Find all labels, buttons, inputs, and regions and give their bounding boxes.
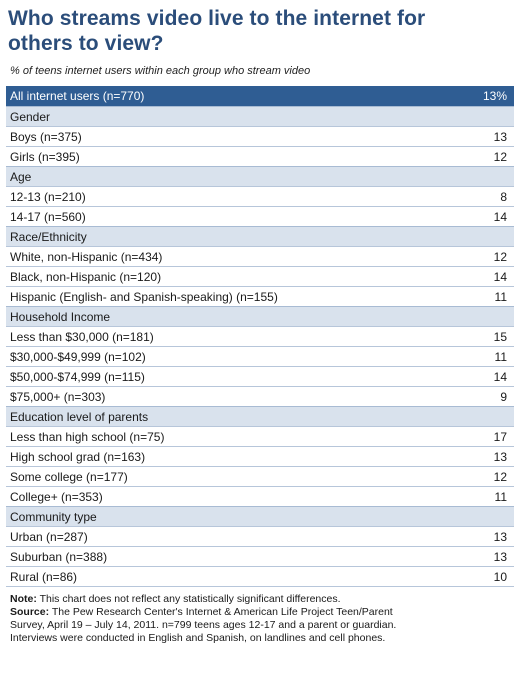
row-label: Girls (n=395)	[10, 149, 80, 164]
row-label: Boys (n=375)	[10, 129, 82, 144]
row-value: 12	[493, 149, 507, 164]
group-header-row: Household Income	[6, 306, 514, 326]
row-label: 14-17 (n=560)	[10, 209, 86, 224]
chart-title: Who streams video live to the internet f…	[8, 6, 514, 56]
table-row: Some college (n=177) 12	[6, 466, 514, 486]
row-value: 13	[493, 549, 507, 564]
table-row: Urban (n=287) 13	[6, 526, 514, 546]
total-row: All internet users (n=770) 13%	[6, 86, 514, 106]
row-value: 11	[494, 489, 507, 504]
group-header-label: Age	[10, 169, 32, 184]
data-table: All internet users (n=770) 13% Gender Boy…	[6, 86, 514, 587]
row-value: 13	[493, 449, 507, 464]
chart-notes: Note: This chart does not reflect any st…	[10, 593, 515, 645]
table-row: $75,000+ (n=303) 9	[6, 386, 514, 406]
table-row: Girls (n=395) 12	[6, 146, 514, 166]
row-value: 17	[493, 429, 507, 444]
source-label: Source:	[10, 606, 50, 618]
row-label: Black, non-Hispanic (n=120)	[10, 269, 162, 284]
row-label: 12-13 (n=210)	[10, 189, 86, 204]
table-row: Boys (n=375) 13	[6, 126, 514, 146]
chart-subtitle: % of teens internet users within each gr…	[10, 65, 311, 77]
table-row: College+ (n=353) 11	[6, 486, 514, 506]
group-header-row: Age	[6, 166, 514, 186]
row-label: High school grad (n=163)	[10, 449, 146, 464]
row-label: Less than high school (n=75)	[10, 429, 165, 444]
row-value: 14	[493, 369, 507, 384]
table-row: Less than $30,000 (n=181) 15	[6, 326, 514, 346]
group-header-label: Household Income	[10, 309, 111, 324]
group-header-label: Education level of parents	[10, 409, 149, 424]
table-row: White, non-Hispanic (n=434) 12	[6, 246, 514, 266]
group-header-row: Education level of parents	[6, 406, 514, 426]
row-value: 14	[493, 269, 507, 284]
chart-title-line-2: others to view?	[8, 32, 164, 55]
table-row: High school grad (n=163) 13	[6, 446, 514, 466]
table-row: 14-17 (n=560) 14	[6, 206, 514, 226]
row-value: 11	[494, 289, 507, 304]
row-value: 15	[493, 329, 507, 344]
chart-title-line-1: Who streams video live to the internet f…	[8, 7, 426, 30]
total-row-value: 13%	[482, 89, 507, 103]
group-header-label: Community type	[10, 509, 97, 524]
group-header-label: Gender	[10, 109, 51, 124]
row-label: College+ (n=353)	[10, 489, 103, 504]
table-row: 12-13 (n=210) 8	[6, 186, 514, 206]
source-line-2: Survey, April 19 – July 14, 2011. n=799 …	[10, 619, 397, 631]
note-line: Note: This chart does not reflect any st…	[10, 593, 515, 606]
row-value: 12	[493, 249, 507, 264]
note-label: Note:	[10, 593, 37, 605]
table-row: Suburban (n=388) 13	[6, 546, 514, 566]
row-value: 12	[493, 469, 507, 484]
row-value: 10	[493, 569, 507, 584]
table-row: $30,000-$49,999 (n=102) 11	[6, 346, 514, 366]
table-row: Rural (n=86) 10	[6, 566, 514, 586]
group-header-row: Race/Ethnicity	[6, 226, 514, 246]
source-line-1: Source: The Pew Research Center's Intern…	[10, 606, 515, 619]
row-label: Urban (n=287)	[10, 529, 88, 544]
group-header-row: Gender	[6, 106, 514, 126]
row-value: 8	[500, 189, 507, 204]
row-label: $75,000+ (n=303)	[10, 389, 106, 404]
table-row: Less than high school (n=75) 17	[6, 426, 514, 446]
source-line-3: Interviews were conducted in English and…	[10, 632, 386, 644]
row-label: $30,000-$49,999 (n=102)	[10, 349, 146, 364]
row-value: 13	[493, 129, 507, 144]
table-row: Black, non-Hispanic (n=120) 14	[6, 266, 514, 286]
row-label: $50,000-$74,999 (n=115)	[10, 369, 145, 384]
row-label: Less than $30,000 (n=181)	[10, 329, 154, 344]
group-header-label: Race/Ethnicity	[10, 229, 87, 244]
row-value: 9	[500, 389, 507, 404]
row-label: Suburban (n=388)	[10, 549, 108, 564]
source-text-1: The Pew Research Center's Internet & Ame…	[49, 606, 393, 618]
row-label: Some college (n=177)	[10, 469, 128, 484]
table-row: Hispanic (English- and Spanish-speaking)…	[6, 286, 514, 306]
row-value: 14	[493, 209, 507, 224]
row-value: 13	[493, 529, 507, 544]
table-row: $50,000-$74,999 (n=115) 14	[6, 366, 514, 386]
row-label: White, non-Hispanic (n=434)	[10, 249, 163, 264]
row-label: Rural (n=86)	[10, 569, 78, 584]
group-header-row: Community type	[6, 506, 514, 526]
row-value: 11	[494, 349, 507, 364]
row-label: Hispanic (English- and Spanish-speaking)…	[10, 289, 278, 304]
note-text: This chart does not reflect any statisti…	[36, 593, 341, 605]
total-row-label: All internet users (n=770)	[10, 89, 145, 103]
